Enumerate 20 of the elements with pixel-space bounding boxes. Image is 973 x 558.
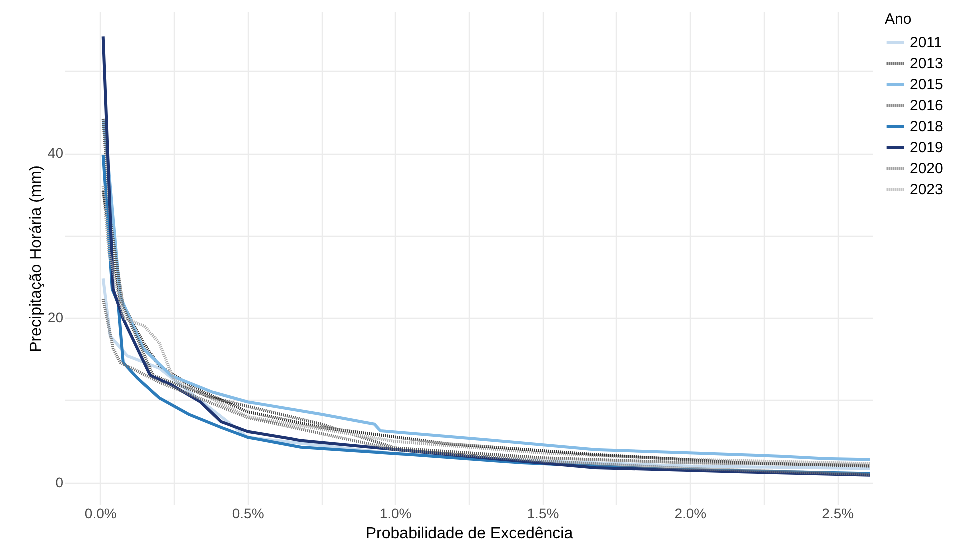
x-axis-title: Probabilidade de Excedência <box>366 526 574 542</box>
y-tick-label: 40 <box>48 145 64 162</box>
legend-label: 2019 <box>910 140 944 156</box>
x-tick-label: 1.5% <box>527 506 560 522</box>
legend-title: Ano <box>885 11 912 28</box>
x-tick-label: 2.0% <box>674 506 707 522</box>
y-tick-label: 20 <box>48 310 64 326</box>
legend-label: 2016 <box>910 98 944 114</box>
x-tick-label: 2.5% <box>822 506 854 522</box>
x-tick-label: 1.0% <box>380 506 412 522</box>
x-tick-label: 0.0% <box>84 506 117 522</box>
x-tick-label: 0.5% <box>232 506 264 522</box>
legend-label: 2011 <box>910 34 942 52</box>
legend-label: 2018 <box>910 118 944 136</box>
legend-label: 2015 <box>910 76 944 94</box>
legend-label: 2013 <box>910 56 944 72</box>
legend-label: 2023 <box>910 182 944 198</box>
legend-label: 2020 <box>910 160 944 178</box>
y-tick-label: 0 <box>56 474 64 490</box>
y-axis-title: Precipitação Horária (mm) <box>28 166 45 352</box>
